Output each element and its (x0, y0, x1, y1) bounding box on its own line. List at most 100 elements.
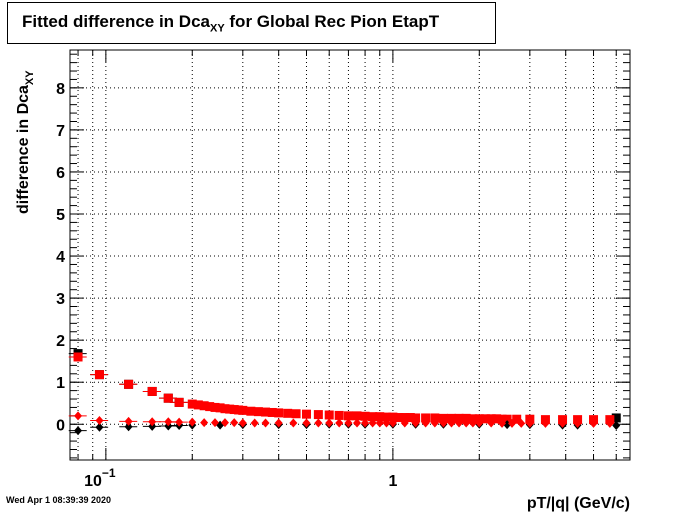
x-tick-label-exponent: −1 (102, 466, 116, 480)
data-point-diamond (589, 418, 598, 428)
data-point-square (352, 411, 362, 421)
data-point-diamond (220, 418, 229, 428)
data-point-diamond (325, 418, 334, 428)
data-point-diamond (447, 418, 456, 428)
data-point-square (193, 400, 203, 410)
x-tick-label: 10−1 (84, 466, 116, 490)
y-tick-label: 5 (56, 207, 65, 224)
y-axis-label-sub: XY (24, 70, 36, 85)
data-point-diamond (164, 417, 173, 427)
data-point-diamond (230, 418, 239, 428)
data-point-diamond (605, 418, 614, 428)
data-point-square (210, 402, 220, 412)
data-point-square (174, 397, 184, 407)
plot-frame (69, 49, 631, 461)
data-point-square (147, 386, 157, 396)
data-point-diamond (314, 418, 323, 428)
data-point-square (381, 412, 391, 422)
data-point-square (220, 404, 230, 414)
data-point-square (480, 414, 490, 424)
data-point-square (225, 404, 235, 414)
y-tick-label: 2 (56, 333, 65, 350)
grid (70, 50, 630, 460)
data-point-diamond (353, 418, 362, 428)
data-point-diamond (274, 418, 283, 428)
data-point-square (430, 413, 440, 423)
data-point-square (205, 402, 215, 412)
data-point-square (334, 410, 344, 420)
axis-tick-labels: 0 1 2 3 4 5 6 7 8 10−1 1 (56, 81, 397, 490)
data-point-square (124, 379, 134, 389)
data-point-square (94, 370, 104, 380)
y-tick-label: 6 (56, 165, 65, 182)
data-point-diamond (382, 418, 391, 428)
data-point-diamond (388, 418, 397, 428)
data-point-diamond (612, 421, 621, 431)
data-point-square (454, 413, 464, 423)
data-point-diamond (541, 418, 550, 428)
data-point-diamond (517, 418, 526, 428)
y-tick-label: 8 (56, 81, 65, 98)
data-point-square (375, 412, 385, 422)
data-point-square (446, 413, 456, 423)
data-point-square (215, 403, 225, 413)
data-point-diamond (439, 418, 448, 428)
data-point-diamond (455, 418, 464, 428)
timestamp-footer: Wed Apr 1 08:39:39 2020 (6, 495, 112, 505)
data-point-diamond (375, 418, 384, 428)
x-axis-label: pT/|q| (GeV/c) (527, 495, 630, 512)
data-point-diamond (421, 418, 430, 428)
data-point-square (502, 414, 512, 424)
data-point-diamond (200, 418, 209, 428)
data-point-diamond (361, 418, 370, 428)
data-point-diamond (462, 418, 471, 428)
data-point-square (291, 409, 301, 419)
y-tick-label: 4 (56, 249, 65, 266)
data-point-square (261, 407, 271, 417)
data-point-diamond (74, 426, 83, 436)
data-point-square (163, 393, 173, 403)
data-point-square (324, 410, 334, 420)
data-point-square (187, 399, 197, 409)
data-point-square (253, 407, 263, 417)
data-marks (68, 349, 621, 436)
data-point-diamond (148, 417, 157, 427)
data-point-square (394, 413, 404, 423)
y-tick-label: 1 (56, 375, 65, 392)
data-point-square (267, 407, 277, 417)
y-axis-label: difference in DcaXY (15, 70, 36, 214)
data-point-diamond (250, 418, 259, 428)
data-point-square (301, 409, 311, 419)
x-tick-label: 1 (388, 473, 397, 490)
data-point-diamond (344, 418, 353, 428)
data-point-square (400, 413, 410, 423)
data-point-square (461, 413, 471, 423)
data-point-square (313, 410, 323, 420)
data-point-square (283, 408, 293, 418)
data-point-diamond (368, 418, 377, 428)
data-point-diamond (74, 411, 83, 421)
y-tick-label: 3 (56, 291, 65, 308)
data-point-diamond (124, 422, 133, 432)
data-point-square (343, 411, 353, 421)
data-point-diamond (188, 417, 197, 427)
data-point-square (238, 405, 248, 415)
data-point-diamond (508, 418, 517, 428)
data-point-diamond (95, 415, 104, 425)
data-point-diamond (175, 417, 184, 427)
data-point-diamond (573, 418, 582, 428)
chart-title-box: Fitted difference in DcaXY for Global Re… (7, 2, 496, 44)
data-point-square (360, 411, 370, 421)
data-point-diamond (558, 418, 567, 428)
data-point-diamond (261, 418, 270, 428)
data-point-square (274, 408, 284, 418)
data-point-diamond (238, 418, 247, 428)
data-point-diamond (411, 418, 420, 428)
data-point-square (492, 414, 502, 424)
y-tick-label: 7 (56, 123, 65, 140)
data-point-square (199, 401, 209, 411)
axis-ticks (70, 50, 630, 460)
chart-title-sub: XY (209, 22, 225, 35)
data-point-square (611, 413, 621, 423)
